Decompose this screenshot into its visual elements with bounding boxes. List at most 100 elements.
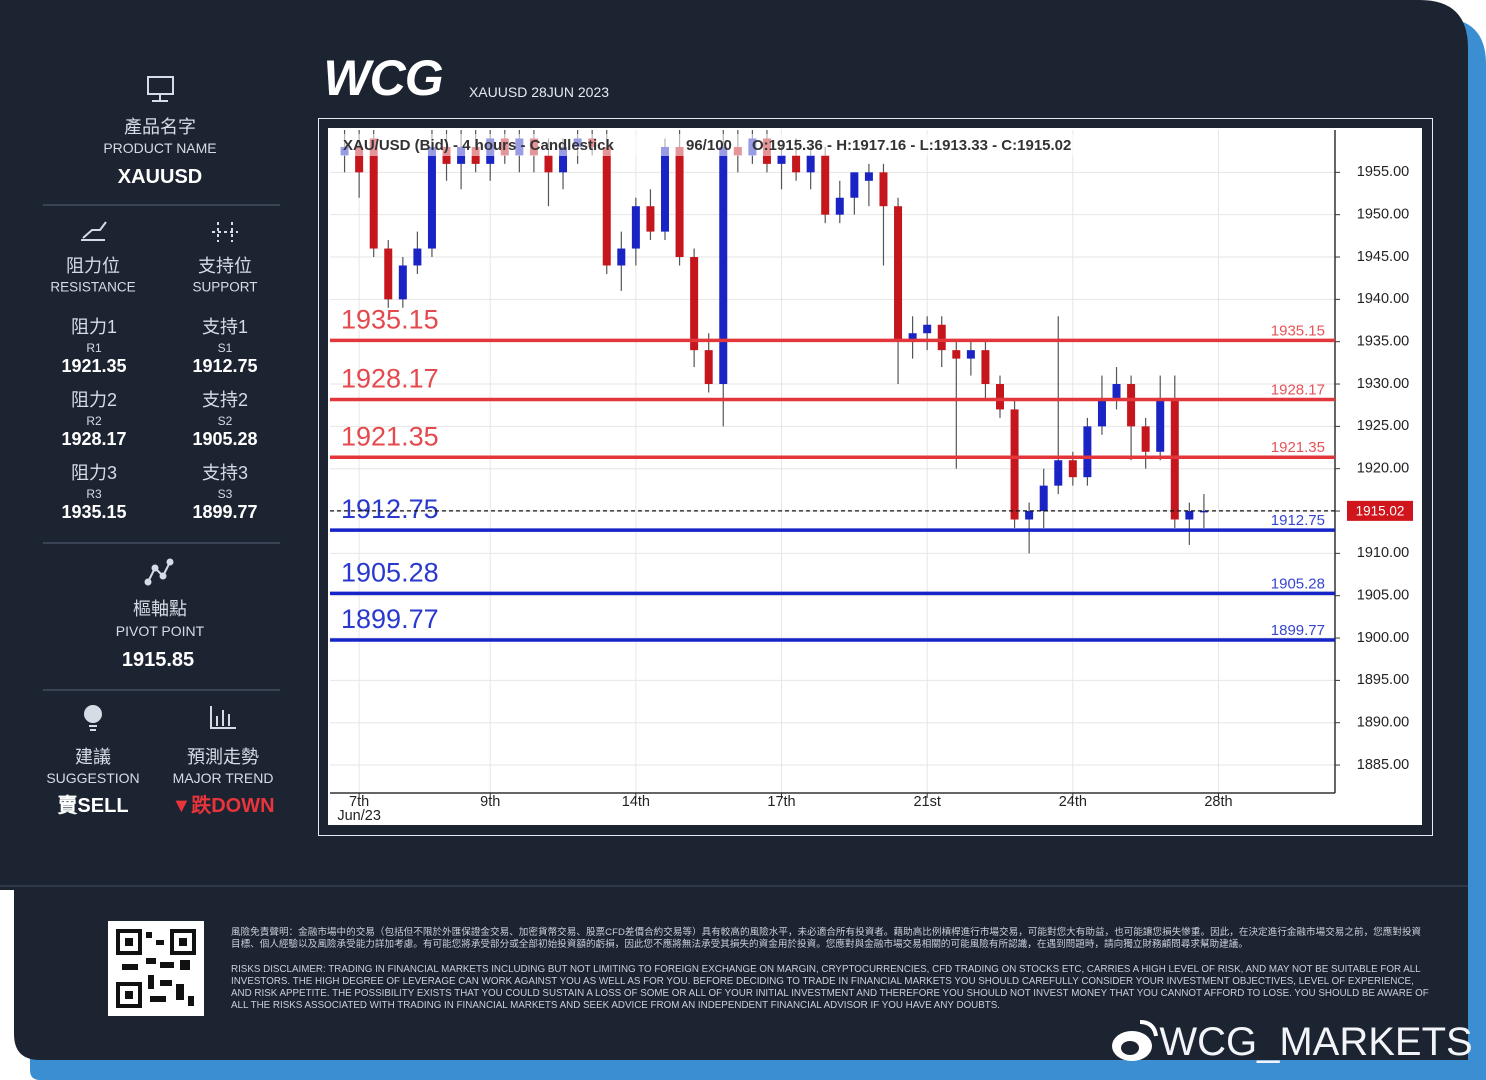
candle-body: [1039, 485, 1048, 512]
label-en: PIVOT POINT: [115, 623, 205, 639]
logo: WCG: [323, 50, 443, 106]
candle-body: [413, 248, 422, 266]
label-en: PRODUCT NAME: [103, 140, 217, 156]
chart-title: XAU/USD (Bid) - 4 hours - Candlestick: [343, 137, 615, 154]
level-label-small: 1912.75: [1271, 512, 1325, 529]
last-price-box: [1347, 500, 1413, 521]
level-name: 支持3: [201, 463, 249, 483]
candle-body: [1025, 511, 1034, 520]
candle-body: [1054, 460, 1063, 486]
level-value: 1921.35: [61, 356, 127, 376]
candle-body: [792, 155, 801, 173]
trend: ▼跌DOWN: [171, 795, 275, 817]
candle-body: [384, 248, 393, 300]
header-bg: [338, 134, 1128, 156]
candle-body: [908, 333, 917, 342]
candle-body: [559, 146, 568, 173]
level-code: R2: [86, 414, 102, 428]
label-en: MAJOR TREND: [172, 770, 274, 786]
level-label-small: 1899.77: [1271, 622, 1325, 639]
level-name: 支持1: [201, 317, 249, 337]
candle-body: [690, 257, 699, 351]
y-tick-label: 1930.00: [1357, 376, 1409, 392]
y-tick-label: 1920.00: [1357, 461, 1409, 477]
candle-body: [427, 146, 436, 249]
candle-body: [1083, 426, 1092, 478]
level-label-small: 1935.15: [1271, 322, 1325, 339]
level-value: 1912.75: [192, 356, 258, 376]
candle-body: [777, 155, 786, 164]
label-en: RESISTANCE: [50, 279, 136, 295]
level-label-small: 1905.28: [1271, 575, 1325, 592]
chart-counter: 96/100: [686, 137, 732, 154]
level-code: R1: [86, 341, 102, 355]
y-tick-label: 1900.00: [1357, 630, 1409, 646]
candle-body: [704, 350, 713, 385]
level-label: 1899.77: [341, 604, 439, 634]
level-code: R3: [86, 487, 102, 501]
qr-code: [108, 921, 204, 1016]
level-name: 阻力3: [70, 463, 118, 483]
label-zh: 預測走勢: [187, 747, 259, 767]
icon-bulb: [84, 705, 102, 731]
candle-body: [398, 265, 407, 300]
candle-body: [661, 146, 669, 232]
candle-body: [719, 146, 728, 385]
candle-body: [937, 324, 946, 351]
candle-body: [952, 350, 961, 359]
level-label-small: 1921.35: [1271, 439, 1325, 456]
label-zh: 建議: [75, 747, 111, 767]
label-zh: 產品名字: [124, 117, 196, 137]
y-tick-label: 1925.00: [1357, 418, 1409, 434]
candle-body: [1010, 409, 1019, 520]
level-code: S2: [217, 414, 233, 428]
level-label-small: 1928.17: [1271, 381, 1325, 398]
level-label: 1921.35: [341, 421, 439, 451]
candle-body: [835, 197, 844, 215]
pivot-value: 1915.85: [121, 649, 195, 671]
y-tick-label: 1940.00: [1357, 291, 1409, 307]
candle-body: [1170, 400, 1179, 520]
candle-body: [1068, 460, 1077, 478]
label-en: SUGGESTION: [46, 770, 140, 786]
suggestion: 賣SELL: [57, 795, 129, 817]
weibo-icon: [1112, 1020, 1158, 1061]
chart-area: [328, 128, 1422, 825]
last-price-label: 1915.02: [1356, 503, 1405, 518]
candle-body: [544, 155, 553, 173]
x-tick-label: 24th: [1059, 794, 1087, 810]
candle-body: [806, 155, 815, 173]
x-tick-label: 14th: [622, 794, 650, 810]
candle-body: [996, 384, 1004, 410]
level-value: 1899.77: [192, 502, 258, 522]
icon-monitor: [147, 76, 174, 102]
x-tick-label: 9th: [480, 794, 500, 810]
x-tick-label: 7th: [349, 794, 369, 810]
icon-support: [212, 222, 238, 242]
y-tick-label: 1895.00: [1357, 672, 1409, 688]
candle-body: [894, 206, 903, 342]
candle-body: [646, 206, 655, 232]
level-name: 支持2: [201, 390, 249, 410]
level-label: 1935.15: [341, 305, 439, 335]
y-tick-label: 1955.00: [1357, 164, 1409, 180]
y-tick-label: 1905.00: [1357, 588, 1409, 604]
label-zh: 阻力位: [66, 256, 120, 276]
candle-body: [981, 350, 990, 385]
level-label: 1905.28: [341, 557, 439, 587]
icon-pivot: [144, 558, 174, 586]
candle-body: [355, 146, 364, 173]
candle-body: [369, 138, 378, 249]
y-tick-label: 1910.00: [1357, 545, 1409, 561]
candle-body: [850, 172, 859, 198]
watermark: WCG_MARKETS: [1159, 1020, 1473, 1064]
candle-body: [1185, 511, 1194, 520]
disclaimer-en: RISKS DISCLAIMER: TRADING IN FINANCIAL M…: [231, 964, 1429, 1011]
product: XAUUSD: [117, 166, 203, 188]
level-code: S3: [217, 487, 233, 501]
y-tick-label: 1935.00: [1357, 334, 1409, 350]
chart-ohlc: O:1915.36 - H:1917.16 - L:1913.33 - C:19…: [752, 137, 1071, 154]
candle-body: [602, 146, 611, 266]
candle-body: [1127, 384, 1136, 427]
